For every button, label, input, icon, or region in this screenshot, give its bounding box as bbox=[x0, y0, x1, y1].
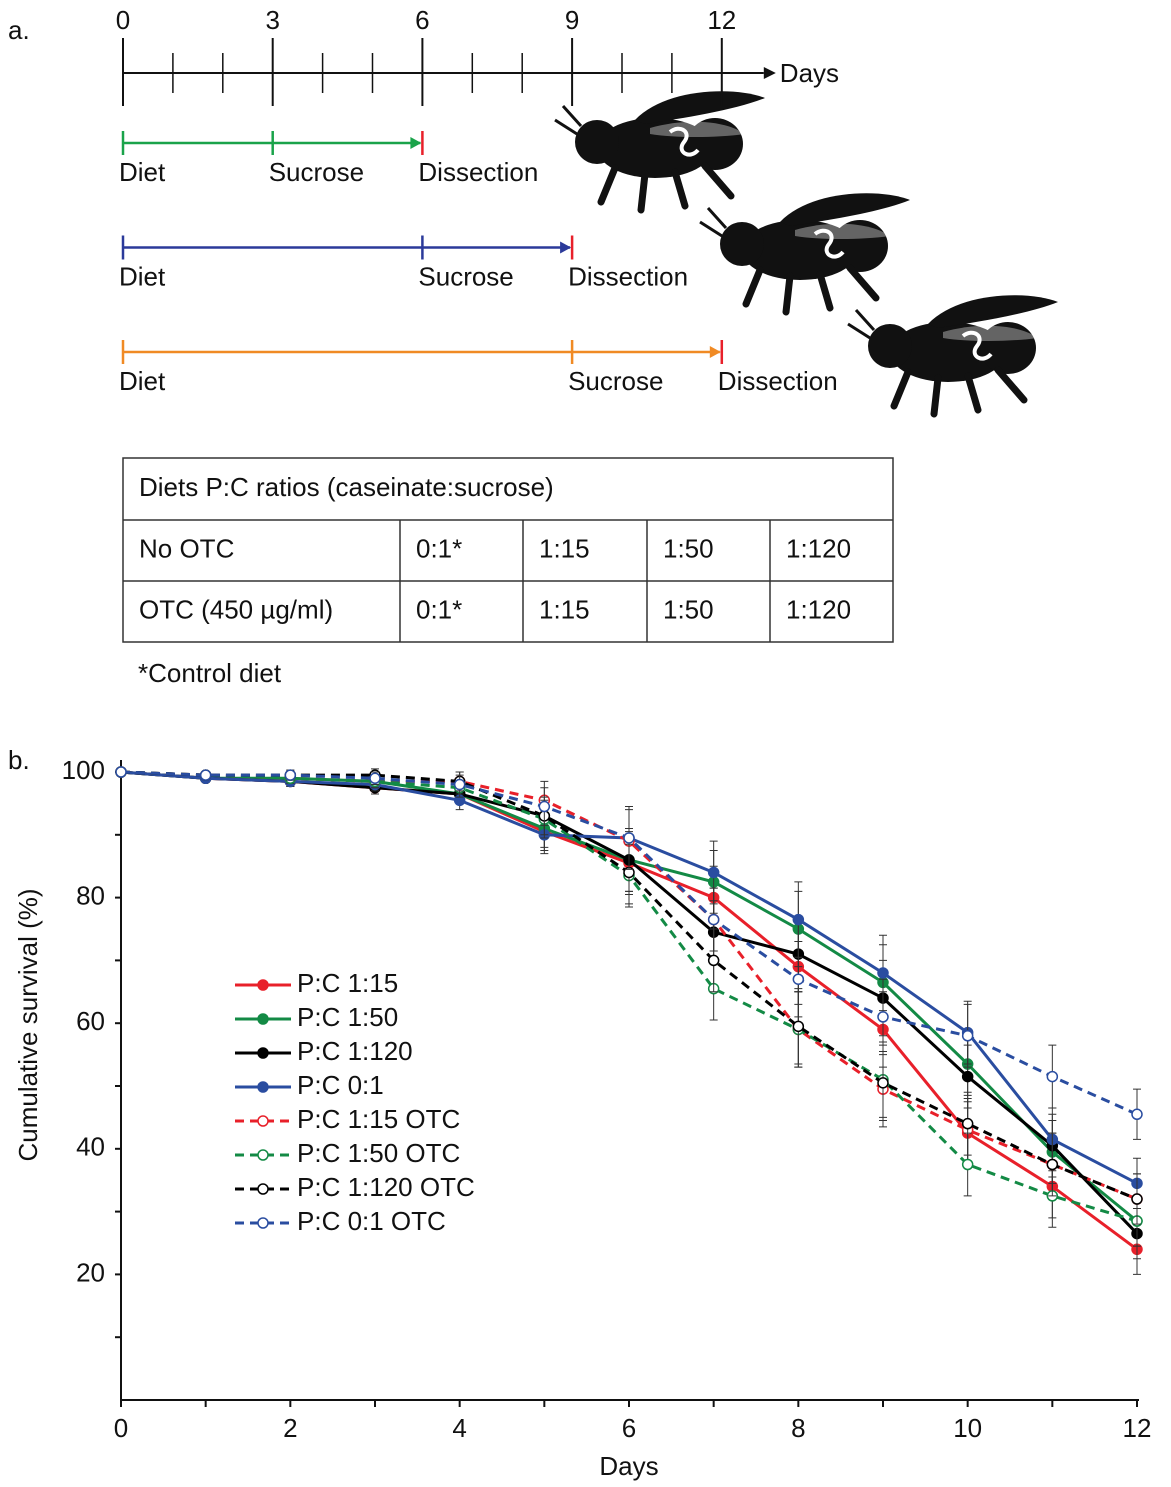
legend-label: P:C 0:1 OTC bbox=[297, 1206, 446, 1236]
legend-marker bbox=[257, 979, 269, 991]
table-footnote: *Control diet bbox=[138, 658, 282, 688]
table-cell: 1:15 bbox=[539, 533, 590, 563]
bee-icon bbox=[700, 193, 910, 312]
data-point bbox=[961, 1158, 974, 1171]
event-label: Sucrose bbox=[269, 157, 364, 187]
data-point bbox=[453, 778, 466, 791]
table-cell: 1:50 bbox=[663, 533, 714, 563]
data-point bbox=[792, 1020, 805, 1033]
event-label: Diet bbox=[119, 157, 166, 187]
x-tick-label: 10 bbox=[953, 1413, 982, 1443]
data-point bbox=[1046, 1070, 1059, 1083]
event-label: Dissection bbox=[418, 157, 538, 187]
timeline-tick-label: 12 bbox=[707, 5, 736, 35]
legend-label: P:C 1:15 bbox=[297, 968, 398, 998]
legend-label: P:C 1:50 bbox=[297, 1002, 398, 1032]
legend-label: P:C 1:120 bbox=[297, 1036, 413, 1066]
panel-label: b. bbox=[8, 745, 30, 775]
data-point bbox=[792, 973, 805, 985]
x-tick-label: 6 bbox=[622, 1413, 636, 1443]
data-point bbox=[877, 967, 889, 979]
legend-marker bbox=[257, 1115, 269, 1127]
legend-marker bbox=[257, 1013, 269, 1025]
legend-marker bbox=[257, 1081, 269, 1093]
timeline-arrowhead bbox=[410, 137, 422, 149]
legend-marker bbox=[257, 1217, 269, 1229]
table-border bbox=[122, 457, 894, 643]
y-tick-label: 40 bbox=[76, 1132, 105, 1162]
data-point bbox=[707, 913, 720, 926]
y-tick-label: 80 bbox=[76, 880, 105, 910]
timeline-tick-label: 6 bbox=[415, 5, 429, 35]
event-label: Dissection bbox=[568, 261, 688, 291]
event-label: Sucrose bbox=[418, 261, 513, 291]
data-point bbox=[199, 769, 212, 781]
data-point bbox=[369, 772, 381, 785]
y-tick-label: 20 bbox=[76, 1257, 105, 1287]
x-tick-label: 8 bbox=[791, 1413, 805, 1443]
data-point bbox=[623, 832, 635, 844]
data-point bbox=[1131, 1108, 1143, 1121]
timeline-axis-label: Days bbox=[780, 58, 839, 88]
table-cell: 0:1* bbox=[416, 533, 462, 563]
y-tick-label: 100 bbox=[62, 755, 105, 785]
event-label: Diet bbox=[119, 366, 166, 396]
legend-label: P:C 1:50 OTC bbox=[297, 1138, 460, 1168]
legend-label: P:C 0:1 bbox=[297, 1070, 384, 1100]
panel-label: a. bbox=[8, 15, 30, 45]
table-cell: No OTC bbox=[139, 533, 234, 563]
table-cell: 1:15 bbox=[539, 594, 590, 624]
timeline-arrow bbox=[763, 67, 776, 79]
data-point bbox=[1131, 1193, 1143, 1205]
legend-marker bbox=[257, 1183, 269, 1195]
legend-label: P:C 1:120 OTC bbox=[297, 1172, 475, 1202]
data-point bbox=[961, 1117, 974, 1130]
data-point bbox=[961, 1070, 974, 1083]
data-point bbox=[792, 913, 805, 926]
bee-icon bbox=[848, 295, 1058, 414]
event-label: Dissection bbox=[718, 366, 838, 396]
x-tick-label: 2 bbox=[283, 1413, 297, 1443]
table-cell: 1:120 bbox=[786, 533, 851, 563]
y-axis-label: Cumulative survival (%) bbox=[13, 888, 43, 1161]
timeline-arrowhead bbox=[709, 346, 721, 358]
x-tick-label: 0 bbox=[114, 1413, 128, 1443]
table-header: Diets P:C ratios (caseinate:sucrose) bbox=[139, 472, 554, 502]
timeline-tick-label: 3 bbox=[265, 5, 279, 35]
event-label: Sucrose bbox=[568, 366, 663, 396]
legend-marker bbox=[257, 1149, 269, 1161]
legend-label: P:C 1:15 OTC bbox=[297, 1104, 460, 1134]
table-cell: 1:120 bbox=[786, 594, 851, 624]
bee-icon bbox=[555, 91, 765, 210]
data-point bbox=[877, 1077, 889, 1089]
table-cell: OTC (450 µg/ml) bbox=[139, 594, 333, 624]
table-cell: 0:1* bbox=[416, 594, 462, 624]
timeline-tick-label: 0 bbox=[116, 5, 130, 35]
data-point bbox=[707, 954, 720, 967]
x-tick-label: 12 bbox=[1123, 1413, 1152, 1443]
data-point bbox=[961, 1030, 974, 1042]
data-point bbox=[707, 866, 720, 879]
data-point bbox=[538, 800, 551, 813]
data-point bbox=[877, 1011, 889, 1023]
timeline-tick-label: 9 bbox=[565, 5, 579, 35]
legend-marker bbox=[257, 1047, 269, 1059]
data-point bbox=[284, 769, 297, 781]
event-label: Diet bbox=[119, 261, 166, 291]
y-tick-label: 60 bbox=[76, 1006, 105, 1036]
table-cell: 1:50 bbox=[663, 594, 714, 624]
timeline-arrowhead bbox=[560, 241, 572, 254]
x-axis-label: Days bbox=[599, 1451, 658, 1481]
data-point bbox=[1046, 1158, 1059, 1171]
data-point bbox=[115, 766, 127, 778]
x-tick-label: 4 bbox=[452, 1413, 466, 1443]
